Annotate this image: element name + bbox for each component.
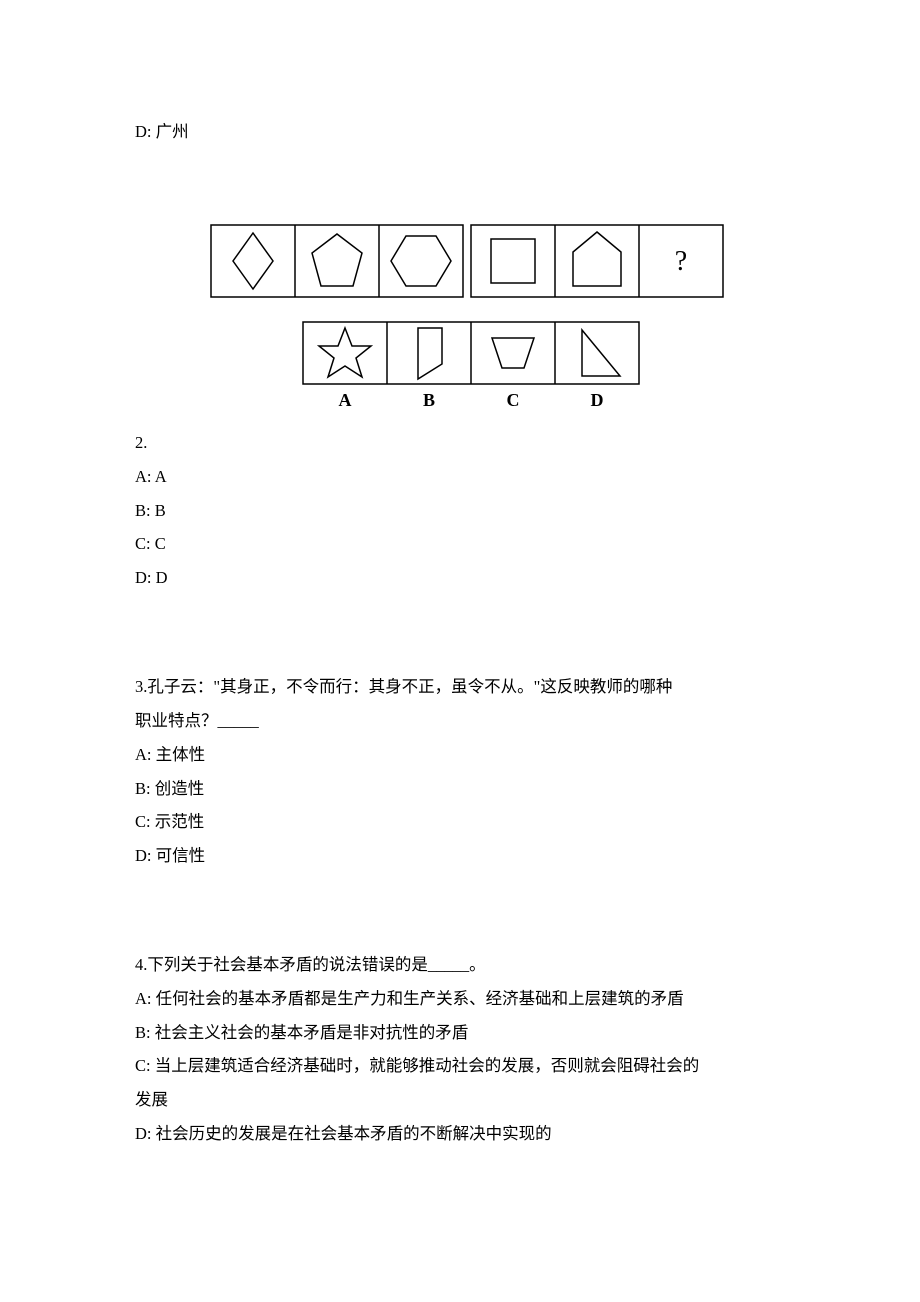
q2-option-c: C: C	[135, 527, 785, 561]
q2-number: 2.	[135, 426, 147, 460]
q4-option-b: B: 社会主义社会的基本矛盾是非对抗性的矛盾	[135, 1016, 785, 1050]
q2-figure-row: ? A B	[135, 224, 785, 460]
q4-option-d: D: 社会历史的发展是在社会基本矛盾的不断解决中实现的	[135, 1117, 785, 1151]
q2-figure: ? A B	[210, 224, 734, 414]
q2-option-b: B: B	[135, 494, 785, 528]
q3-stem-line1: 3.孔子云："其身正，不令而行：其身不正，虽令不从。"这反映教师的哪种	[135, 670, 785, 704]
q2-option-a: A: A	[135, 460, 785, 494]
q3-option-a: A: 主体性	[135, 738, 785, 772]
q3-option-c: C: 示范性	[135, 805, 785, 839]
q4-option-a: A: 任何社会的基本矛盾都是生产力和生产关系、经济基础和上层建筑的矛盾	[135, 982, 785, 1016]
q2-option-d: D: D	[135, 561, 785, 595]
question-4: 4.下列关于社会基本矛盾的说法错误的是_____。 A: 任何社会的基本矛盾都是…	[135, 948, 785, 1151]
q4-option-c-line1: C: 当上层建筑适合经济基础时，就能够推动社会的发展，否则就会阻碍社会的	[135, 1049, 785, 1083]
q3-stem-line2: 职业特点？_____	[135, 704, 785, 738]
q4-stem: 4.下列关于社会基本矛盾的说法错误的是_____。	[135, 948, 785, 982]
q1-option-d: D: 广州	[135, 115, 785, 149]
svg-text:?: ?	[675, 246, 687, 277]
question-1-fragment: D: 广州	[135, 115, 785, 149]
svg-text:A: A	[339, 390, 352, 410]
svg-text:D: D	[591, 390, 604, 410]
question-2: ? A B	[135, 224, 785, 595]
svg-text:B: B	[423, 390, 435, 410]
q4-option-c-line2: 发展	[135, 1083, 785, 1117]
question-3: 3.孔子云："其身正，不令而行：其身不正，虽令不从。"这反映教师的哪种 职业特点…	[135, 670, 785, 873]
svg-text:C: C	[507, 390, 520, 410]
q3-option-b: B: 创造性	[135, 772, 785, 806]
q3-option-d: D: 可信性	[135, 839, 785, 873]
